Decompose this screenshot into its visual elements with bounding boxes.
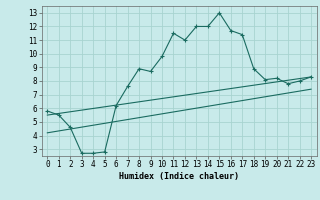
- X-axis label: Humidex (Indice chaleur): Humidex (Indice chaleur): [119, 172, 239, 181]
